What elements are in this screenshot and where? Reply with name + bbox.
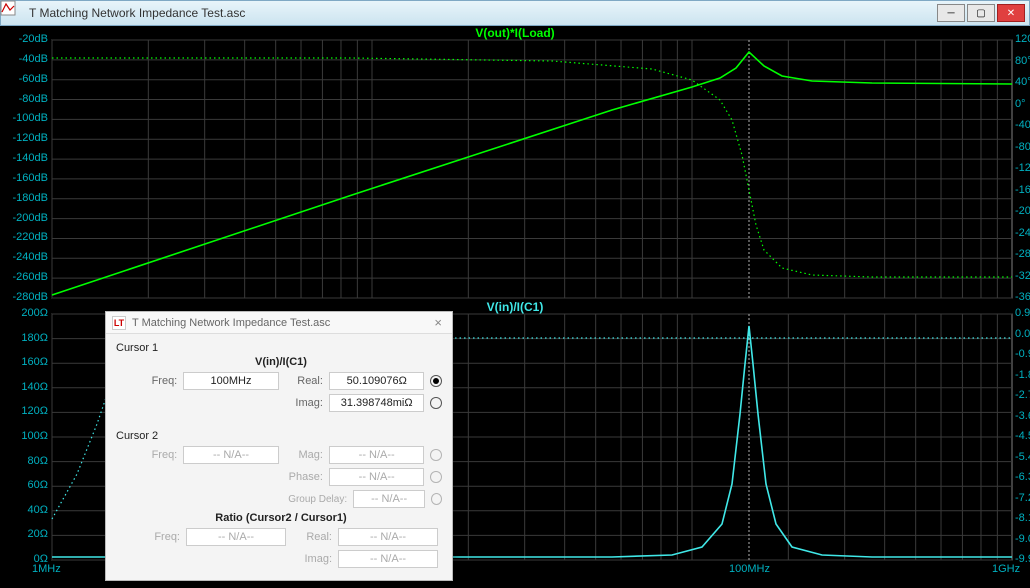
y-left-tick: 40Ω: [0, 504, 48, 516]
ltspice-icon: LT: [112, 316, 126, 330]
window-buttons: ─ ▢ ✕: [937, 4, 1025, 22]
y-right-tick: -8.1KiΩ: [1015, 512, 1030, 524]
cursor1-real-value[interactable]: 50.109076Ω: [329, 372, 425, 390]
imag-label: Imag:: [285, 397, 323, 409]
y-right-tick: -2.7KiΩ: [1015, 389, 1030, 401]
y-right-tick: -80°: [1015, 141, 1030, 153]
cursor2-header: Cursor 2: [116, 430, 442, 442]
y-left-tick: 80Ω: [0, 455, 48, 467]
ratio-imag-label: Imag:: [292, 553, 332, 565]
y-right-tick: -320°: [1015, 270, 1030, 282]
y-right-tick: -7.2KiΩ: [1015, 492, 1030, 504]
y-left-tick: 100Ω: [0, 430, 48, 442]
cursor2-mag-value[interactable]: -- N/A--: [329, 446, 425, 464]
y-left-tick: -140dB: [0, 152, 48, 164]
titlebar[interactable]: T Matching Network Impedance Test.asc ─ …: [0, 0, 1030, 26]
dialog-title: T Matching Network Impedance Test.asc: [132, 317, 430, 329]
y-right-tick: 40°: [1015, 76, 1030, 88]
freq-label: Freq:: [120, 375, 177, 387]
cursor2-phase-value[interactable]: -- N/A--: [329, 468, 425, 486]
imag-radio[interactable]: [430, 397, 442, 409]
ratio-freq-label: Freq:: [120, 531, 180, 543]
ratio-header: Ratio (Cursor2 / Cursor1): [120, 512, 442, 524]
phase-label: Phase:: [285, 471, 323, 483]
app-icon: [7, 5, 23, 21]
y-left-tick: -40dB: [0, 53, 48, 65]
y-left-tick: 120Ω: [0, 405, 48, 417]
mag-radio[interactable]: [430, 449, 442, 461]
top-plot-svg: [0, 26, 1028, 300]
top-plot[interactable]: V(out)*I(Load) -20dB-40dB-60dB-80dB-100d…: [0, 26, 1030, 300]
ratio-imag-value[interactable]: -- N/A--: [338, 550, 438, 568]
y-right-tick: -1.8KiΩ: [1015, 369, 1030, 381]
mag-label: Mag:: [285, 449, 323, 461]
y-right-tick: 0°: [1015, 98, 1030, 110]
y-left-tick: 160Ω: [0, 356, 48, 368]
y-left-tick: -260dB: [0, 271, 48, 283]
y-right-tick: 0.0KiΩ: [1015, 328, 1030, 340]
y-right-tick: -3.6KiΩ: [1015, 410, 1030, 422]
y-left-tick: -60dB: [0, 73, 48, 85]
y-left-tick: 140Ω: [0, 381, 48, 393]
y-right-tick: 0.9KiΩ: [1015, 307, 1030, 319]
cursor1-freq-value[interactable]: 100MHz: [183, 372, 279, 390]
y-right-tick: 120°: [1015, 33, 1030, 45]
y-left-tick: -240dB: [0, 251, 48, 263]
gd-label: Group Delay:: [275, 494, 347, 505]
y-left-tick: -100dB: [0, 112, 48, 124]
y-left-tick: -200dB: [0, 212, 48, 224]
y-right-tick: -120°: [1015, 162, 1030, 174]
cursor1-imag-value[interactable]: 31.398748miΩ: [329, 394, 425, 412]
cursor2-gd-value[interactable]: -- N/A--: [353, 490, 425, 508]
y-right-tick: -4.5KiΩ: [1015, 430, 1030, 442]
window-title: T Matching Network Impedance Test.asc: [29, 6, 937, 20]
y-right-tick: -5.4KiΩ: [1015, 451, 1030, 463]
y-left-tick: 20Ω: [0, 528, 48, 540]
y-right-tick: -160°: [1015, 184, 1030, 196]
x-tick: 100MHz: [729, 563, 770, 575]
phase-radio[interactable]: [430, 471, 442, 483]
real-radio[interactable]: [430, 375, 442, 387]
y-right-tick: -9.0KiΩ: [1015, 533, 1030, 545]
y-right-tick: -40°: [1015, 119, 1030, 131]
y-left-tick: -80dB: [0, 93, 48, 105]
x-tick: 1GHz: [992, 563, 1020, 575]
maximize-button[interactable]: ▢: [967, 4, 995, 22]
ratio-real-label: Real:: [292, 531, 332, 543]
real-label: Real:: [285, 375, 323, 387]
gd-radio[interactable]: [431, 493, 442, 505]
y-left-tick: -120dB: [0, 132, 48, 144]
cursor1-header: Cursor 1: [116, 342, 442, 354]
dialog-titlebar[interactable]: LT T Matching Network Impedance Test.asc…: [106, 312, 452, 334]
y-right-tick: -240°: [1015, 227, 1030, 239]
ratio-real-value[interactable]: -- N/A--: [338, 528, 438, 546]
y-right-tick: -200°: [1015, 205, 1030, 217]
y-left-tick: 180Ω: [0, 332, 48, 344]
y-right-tick: -0.9KiΩ: [1015, 348, 1030, 360]
app-window: T Matching Network Impedance Test.asc ─ …: [0, 0, 1030, 588]
close-button[interactable]: ✕: [997, 4, 1025, 22]
y-right-tick: 80°: [1015, 55, 1030, 67]
dialog-close-icon[interactable]: ×: [430, 315, 446, 330]
y-left-tick: 60Ω: [0, 479, 48, 491]
y-left-tick: 200Ω: [0, 307, 48, 319]
cursor-dialog[interactable]: LT T Matching Network Impedance Test.asc…: [105, 311, 453, 581]
plot-container: V(out)*I(Load) -20dB-40dB-60dB-80dB-100d…: [0, 26, 1030, 588]
ratio-freq-value[interactable]: -- N/A--: [186, 528, 286, 546]
y-left-tick: -20dB: [0, 33, 48, 45]
y-left-tick: -180dB: [0, 192, 48, 204]
x-tick: 1MHz: [32, 563, 61, 575]
y-right-tick: -280°: [1015, 248, 1030, 260]
y-left-tick: -220dB: [0, 231, 48, 243]
cursor1-trace-label: V(in)/I(C1): [120, 356, 442, 368]
y-left-tick: -160dB: [0, 172, 48, 184]
cursor2-freq-value[interactable]: -- N/A--: [183, 446, 279, 464]
y-right-tick: -6.3KiΩ: [1015, 471, 1030, 483]
minimize-button[interactable]: ─: [937, 4, 965, 22]
c2-freq-label: Freq:: [120, 449, 177, 461]
